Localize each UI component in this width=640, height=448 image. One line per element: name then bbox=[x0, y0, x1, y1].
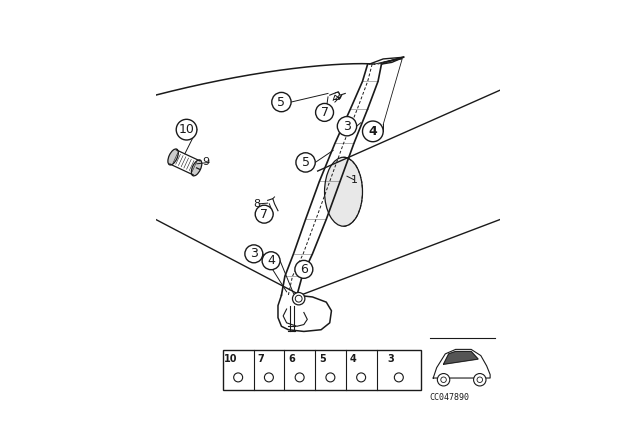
Ellipse shape bbox=[191, 160, 202, 176]
Text: 8: 8 bbox=[253, 199, 261, 209]
Text: CC047890: CC047890 bbox=[430, 392, 470, 401]
Text: 4: 4 bbox=[267, 254, 275, 267]
Text: 6: 6 bbox=[289, 354, 295, 364]
Text: 9: 9 bbox=[202, 157, 209, 168]
Circle shape bbox=[296, 153, 316, 172]
Text: 3: 3 bbox=[343, 120, 351, 133]
Circle shape bbox=[292, 293, 305, 305]
Ellipse shape bbox=[168, 149, 179, 165]
Circle shape bbox=[437, 374, 450, 386]
Circle shape bbox=[337, 116, 356, 136]
Circle shape bbox=[316, 103, 333, 121]
Text: 10: 10 bbox=[179, 123, 195, 136]
Ellipse shape bbox=[324, 157, 362, 226]
Circle shape bbox=[176, 119, 197, 140]
Circle shape bbox=[245, 245, 263, 263]
Text: 7: 7 bbox=[257, 354, 264, 364]
Text: 6: 6 bbox=[300, 263, 308, 276]
Text: 5: 5 bbox=[301, 156, 310, 169]
Text: 2: 2 bbox=[333, 92, 340, 102]
Circle shape bbox=[295, 260, 313, 278]
Text: 1: 1 bbox=[350, 175, 357, 185]
Bar bbox=[223, 350, 421, 390]
Text: 5: 5 bbox=[277, 95, 285, 108]
Circle shape bbox=[474, 374, 486, 386]
Circle shape bbox=[262, 252, 280, 270]
Text: 7: 7 bbox=[260, 208, 268, 221]
Circle shape bbox=[255, 205, 273, 223]
Circle shape bbox=[362, 121, 383, 142]
Text: 4: 4 bbox=[369, 125, 377, 138]
Text: 3: 3 bbox=[387, 354, 394, 364]
Text: 5: 5 bbox=[319, 354, 326, 364]
Circle shape bbox=[272, 92, 291, 112]
Polygon shape bbox=[444, 352, 478, 364]
Text: 3: 3 bbox=[250, 247, 258, 260]
Text: 4: 4 bbox=[350, 354, 356, 364]
Text: 7: 7 bbox=[321, 106, 328, 119]
Text: 10: 10 bbox=[223, 354, 237, 364]
